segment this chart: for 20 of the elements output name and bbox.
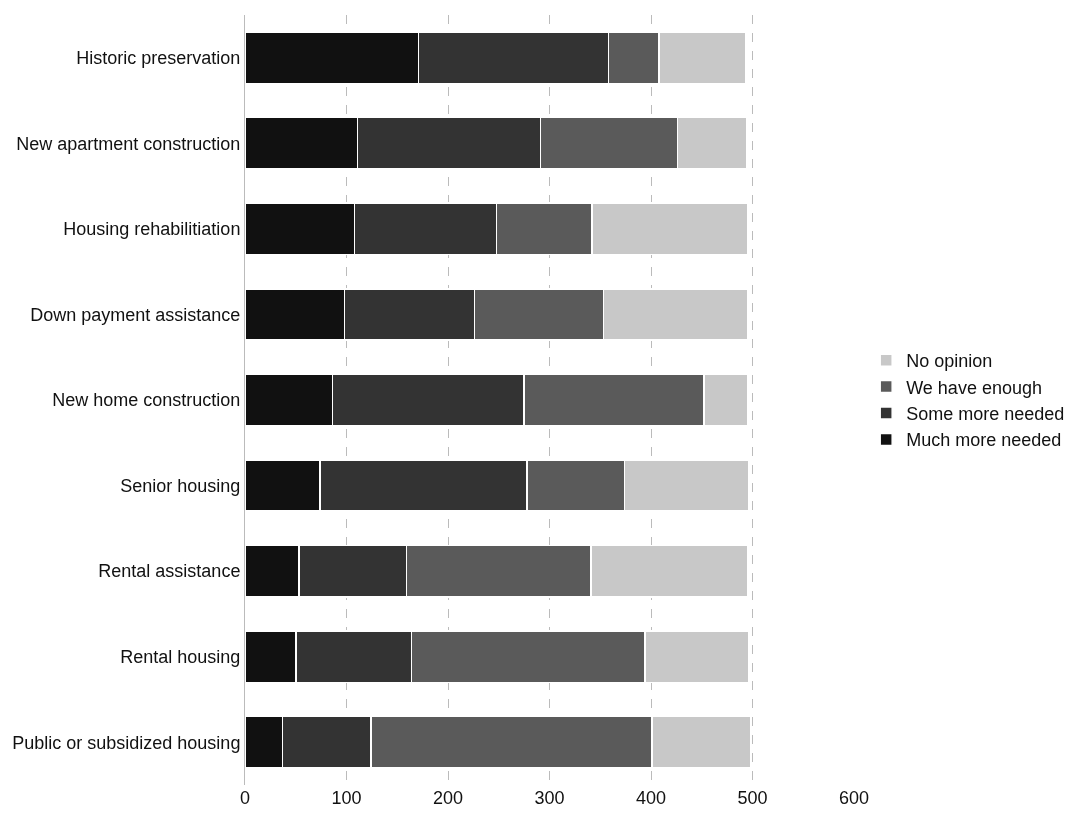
- x-tick-label: 100: [331, 788, 362, 808]
- y-tick-label: Down payment assistance: [30, 304, 241, 325]
- x-tick-label: 0: [239, 788, 251, 808]
- x-tick-label: 500: [737, 788, 768, 808]
- y-tick-label: Public or subsidized housing: [12, 732, 241, 753]
- legend-label: Some more needed: [906, 404, 1065, 425]
- y-tick-label: Housing rehabilitiation: [63, 219, 241, 240]
- y-tick-label: Rental assistance: [98, 561, 241, 582]
- legend-label: Much more needed: [906, 430, 1062, 451]
- y-tick-label: New home construction: [52, 390, 241, 411]
- x-tick-label: 600: [838, 788, 870, 808]
- x-tick-label: 300: [534, 788, 565, 808]
- y-tick-label: Senior housing: [120, 475, 241, 496]
- x-tick-label: 200: [432, 788, 464, 808]
- y-tick-label: Rental housing: [120, 646, 241, 667]
- x-tick-label: 400: [635, 788, 667, 808]
- legend-label: No opinion: [906, 351, 993, 372]
- legend-label: We have enough: [906, 377, 1042, 398]
- y-tick-label: New apartment construction: [16, 133, 241, 154]
- y-tick-label: Historic preservation: [76, 48, 241, 69]
